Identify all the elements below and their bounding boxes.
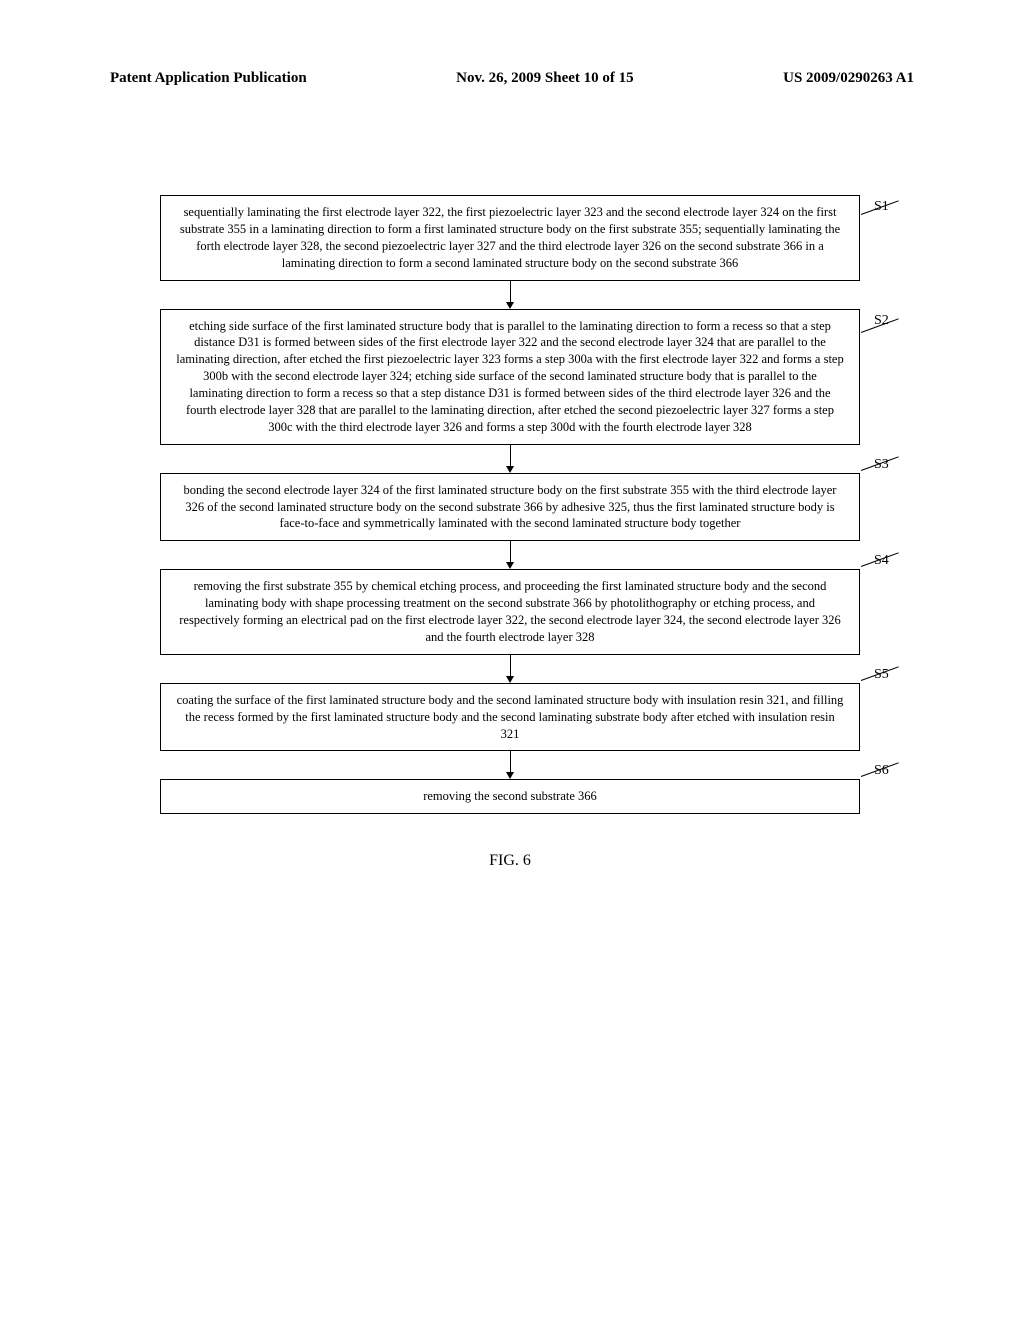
- flow-step-label: S5: [874, 666, 944, 685]
- figure-caption: FIG. 6: [160, 852, 860, 870]
- flow-step-text: etching side surface of the first lamina…: [176, 319, 843, 434]
- flow-step-text: sequentially laminating the first electr…: [180, 205, 840, 270]
- flow-arrow: [160, 655, 860, 683]
- arrow-shaft: [510, 751, 511, 772]
- header-right: US 2009/0290263 A1: [783, 70, 914, 87]
- arrow-head-icon: [506, 676, 514, 683]
- flow-step-label: S6: [874, 762, 944, 781]
- page-header: Patent Application Publication Nov. 26, …: [110, 70, 914, 87]
- arrow-head-icon: [506, 562, 514, 569]
- flow-step-s4: removing the first substrate 355 by chem…: [160, 569, 860, 655]
- flow-arrow: [160, 281, 860, 309]
- header-center: Nov. 26, 2009 Sheet 10 of 15: [456, 70, 634, 87]
- arrow-head-icon: [506, 302, 514, 309]
- flow-step-s3: bonding the second electrode layer 324 o…: [160, 473, 860, 542]
- flow-step-label: S3: [874, 456, 944, 475]
- flow-arrow: [160, 541, 860, 569]
- arrow-shaft: [510, 541, 511, 562]
- flow-step-text: coating the surface of the first laminat…: [177, 693, 844, 741]
- flow-step-s5: coating the surface of the first laminat…: [160, 683, 860, 752]
- flow-step-label: S2: [874, 312, 944, 331]
- header-left: Patent Application Publication: [110, 70, 307, 87]
- flow-step-text: removing the second substrate 366: [423, 789, 597, 803]
- flow-step-s1: sequentially laminating the first electr…: [160, 195, 860, 281]
- flow-arrow: [160, 445, 860, 473]
- flow-step-s2: etching side surface of the first lamina…: [160, 309, 860, 445]
- arrow-head-icon: [506, 772, 514, 779]
- flow-step-text: removing the first substrate 355 by chem…: [179, 579, 841, 644]
- flow-step-text: bonding the second electrode layer 324 o…: [184, 483, 837, 531]
- flowchart: sequentially laminating the first electr…: [160, 195, 860, 870]
- arrow-head-icon: [506, 466, 514, 473]
- flow-arrow: [160, 751, 860, 779]
- flow-step-s6: removing the second substrate 366 S6: [160, 779, 860, 814]
- flow-step-label: S4: [874, 552, 944, 571]
- page: Patent Application Publication Nov. 26, …: [0, 0, 1024, 1320]
- arrow-shaft: [510, 281, 511, 302]
- arrow-shaft: [510, 655, 511, 676]
- arrow-shaft: [510, 445, 511, 466]
- flow-step-label: S1: [874, 198, 944, 217]
